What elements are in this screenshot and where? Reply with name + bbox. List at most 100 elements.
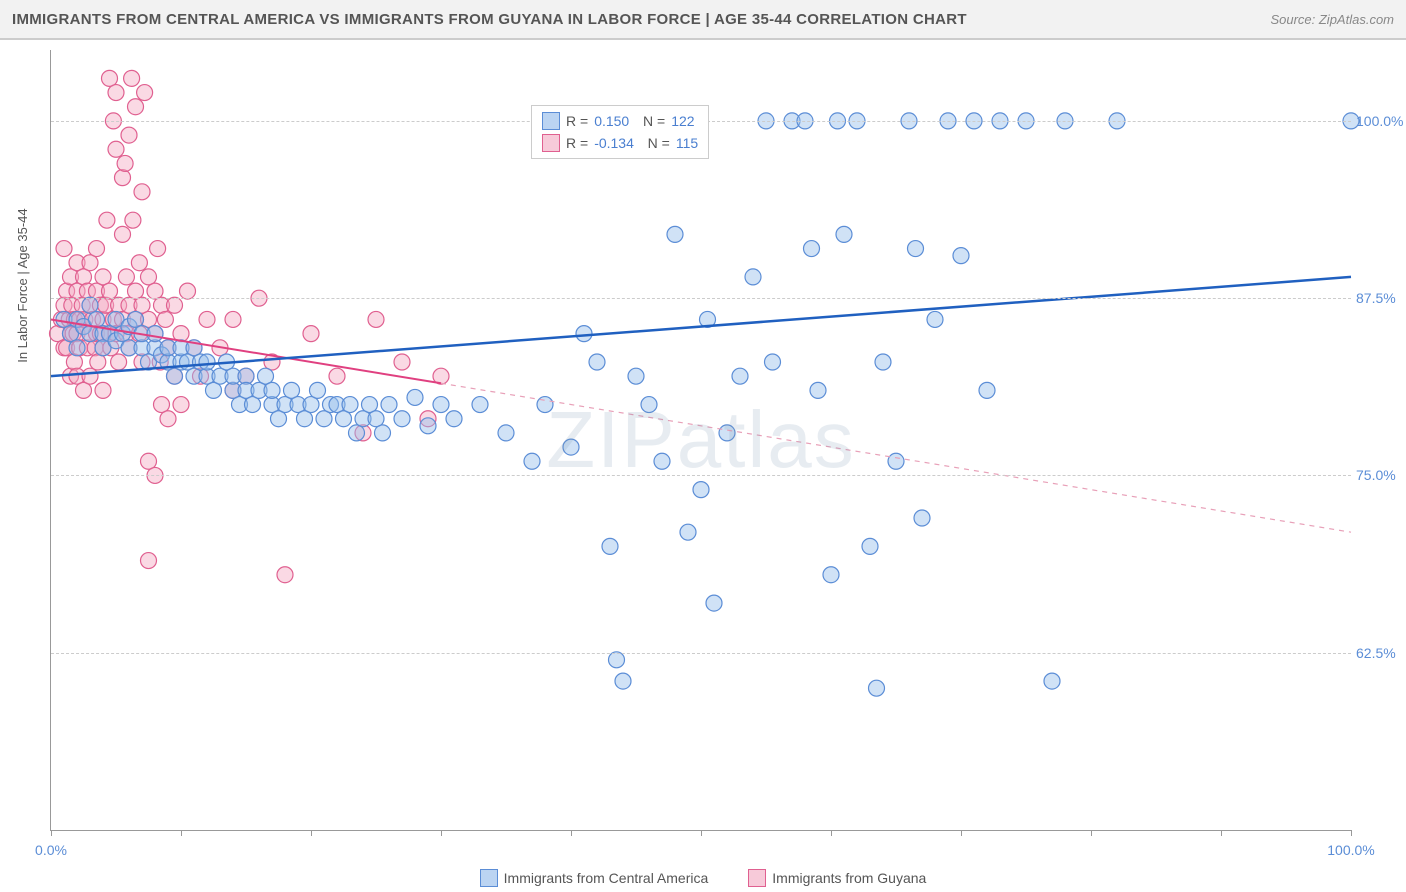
legend-label-pink: Immigrants from Guyana xyxy=(772,870,926,886)
scatter-point-central-america xyxy=(524,453,540,469)
scatter-point-guyana xyxy=(329,368,345,384)
scatter-point-guyana xyxy=(394,354,410,370)
xtick xyxy=(831,830,832,836)
n-value-blue: 122 xyxy=(671,113,694,129)
swatch-pink-icon xyxy=(748,869,766,887)
scatter-point-guyana xyxy=(154,397,170,413)
scatter-point-guyana xyxy=(128,99,144,115)
scatter-point-central-america xyxy=(615,673,631,689)
xtick-label: 0.0% xyxy=(35,842,67,858)
scatter-svg xyxy=(51,50,1351,830)
scatter-point-central-america xyxy=(908,241,924,257)
scatter-point-guyana xyxy=(137,85,153,101)
scatter-point-guyana xyxy=(141,453,157,469)
scatter-point-central-america xyxy=(303,397,319,413)
scatter-point-guyana xyxy=(117,155,133,171)
scatter-point-guyana xyxy=(173,397,189,413)
scatter-point-central-america xyxy=(362,397,378,413)
legend-item-blue: Immigrants from Central America xyxy=(480,869,709,887)
scatter-point-guyana xyxy=(102,70,118,86)
xtick xyxy=(1091,830,1092,836)
scatter-point-central-america xyxy=(680,524,696,540)
xtick xyxy=(181,830,182,836)
scatter-point-central-america xyxy=(927,311,943,327)
scatter-point-central-america xyxy=(245,397,261,413)
legend-label-blue: Immigrants from Central America xyxy=(504,870,709,886)
gridline xyxy=(51,475,1351,476)
scatter-point-guyana xyxy=(95,382,111,398)
scatter-point-central-america xyxy=(667,226,683,242)
scatter-point-central-america xyxy=(394,411,410,427)
scatter-point-central-america xyxy=(693,482,709,498)
scatter-point-guyana xyxy=(368,311,384,327)
scatter-point-guyana xyxy=(131,255,147,271)
scatter-point-guyana xyxy=(147,283,163,299)
scatter-point-guyana xyxy=(76,269,92,285)
y-axis-label: In Labor Force | Age 35-44 xyxy=(15,208,30,362)
scatter-point-guyana xyxy=(56,241,72,257)
scatter-point-guyana xyxy=(141,269,157,285)
xtick xyxy=(1221,830,1222,836)
scatter-point-central-america xyxy=(654,453,670,469)
legend-item-pink: Immigrants from Guyana xyxy=(748,869,926,887)
scatter-point-central-america xyxy=(206,382,222,398)
scatter-point-central-america xyxy=(336,411,352,427)
legend-row-pink: R = -0.134 N = 115 xyxy=(542,132,698,154)
scatter-point-guyana xyxy=(303,326,319,342)
scatter-point-central-america xyxy=(862,538,878,554)
plot-area: ZIPatlas R = 0.150 N = 122 R = -0.134 N … xyxy=(50,50,1351,831)
xtick xyxy=(1351,830,1352,836)
scatter-point-central-america xyxy=(498,425,514,441)
r-value-pink: -0.134 xyxy=(594,135,634,151)
scatter-point-central-america xyxy=(914,510,930,526)
scatter-point-guyana xyxy=(125,212,141,228)
scatter-point-central-america xyxy=(745,269,761,285)
scatter-point-central-america xyxy=(810,382,826,398)
n-label: N = xyxy=(640,135,670,151)
scatter-point-central-america xyxy=(420,418,436,434)
ytick-label: 62.5% xyxy=(1356,645,1406,661)
ytick-label: 100.0% xyxy=(1356,113,1406,129)
scatter-point-guyana xyxy=(121,127,137,143)
scatter-point-central-america xyxy=(167,368,183,384)
scatter-point-guyana xyxy=(277,567,293,583)
scatter-point-central-america xyxy=(953,248,969,264)
xtick xyxy=(311,830,312,836)
scatter-point-central-america xyxy=(407,389,423,405)
scatter-point-central-america xyxy=(1044,673,1060,689)
scatter-point-central-america xyxy=(732,368,748,384)
source-label: Source: ZipAtlas.com xyxy=(1270,12,1394,27)
scatter-point-guyana xyxy=(111,354,127,370)
scatter-point-central-america xyxy=(297,411,313,427)
scatter-point-guyana xyxy=(108,141,124,157)
scatter-point-central-america xyxy=(199,354,215,370)
xtick xyxy=(51,830,52,836)
scatter-point-guyana xyxy=(199,311,215,327)
xtick xyxy=(571,830,572,836)
scatter-point-guyana xyxy=(102,283,118,299)
scatter-point-central-america xyxy=(433,397,449,413)
n-value-pink: 115 xyxy=(676,135,698,151)
gridline xyxy=(51,653,1351,654)
series-legend: Immigrants from Central America Immigran… xyxy=(0,869,1406,887)
chart-title: IMMIGRANTS FROM CENTRAL AMERICA VS IMMIG… xyxy=(12,11,967,28)
scatter-point-guyana xyxy=(167,297,183,313)
scatter-point-central-america xyxy=(602,538,618,554)
scatter-point-central-america xyxy=(979,382,995,398)
trend-line-guyana-dash xyxy=(441,383,1351,532)
xtick xyxy=(441,830,442,836)
legend-row-blue: R = 0.150 N = 122 xyxy=(542,110,698,132)
n-label: N = xyxy=(635,113,665,129)
scatter-point-central-america xyxy=(537,397,553,413)
scatter-point-guyana xyxy=(82,368,98,384)
scatter-point-central-america xyxy=(765,354,781,370)
scatter-point-central-america xyxy=(472,397,488,413)
scatter-point-guyana xyxy=(134,297,150,313)
scatter-point-central-america xyxy=(804,241,820,257)
scatter-point-central-america xyxy=(888,453,904,469)
scatter-point-guyana xyxy=(95,269,111,285)
scatter-point-guyana xyxy=(124,70,140,86)
xtick xyxy=(961,830,962,836)
scatter-point-central-america xyxy=(576,326,592,342)
scatter-point-guyana xyxy=(115,226,131,242)
